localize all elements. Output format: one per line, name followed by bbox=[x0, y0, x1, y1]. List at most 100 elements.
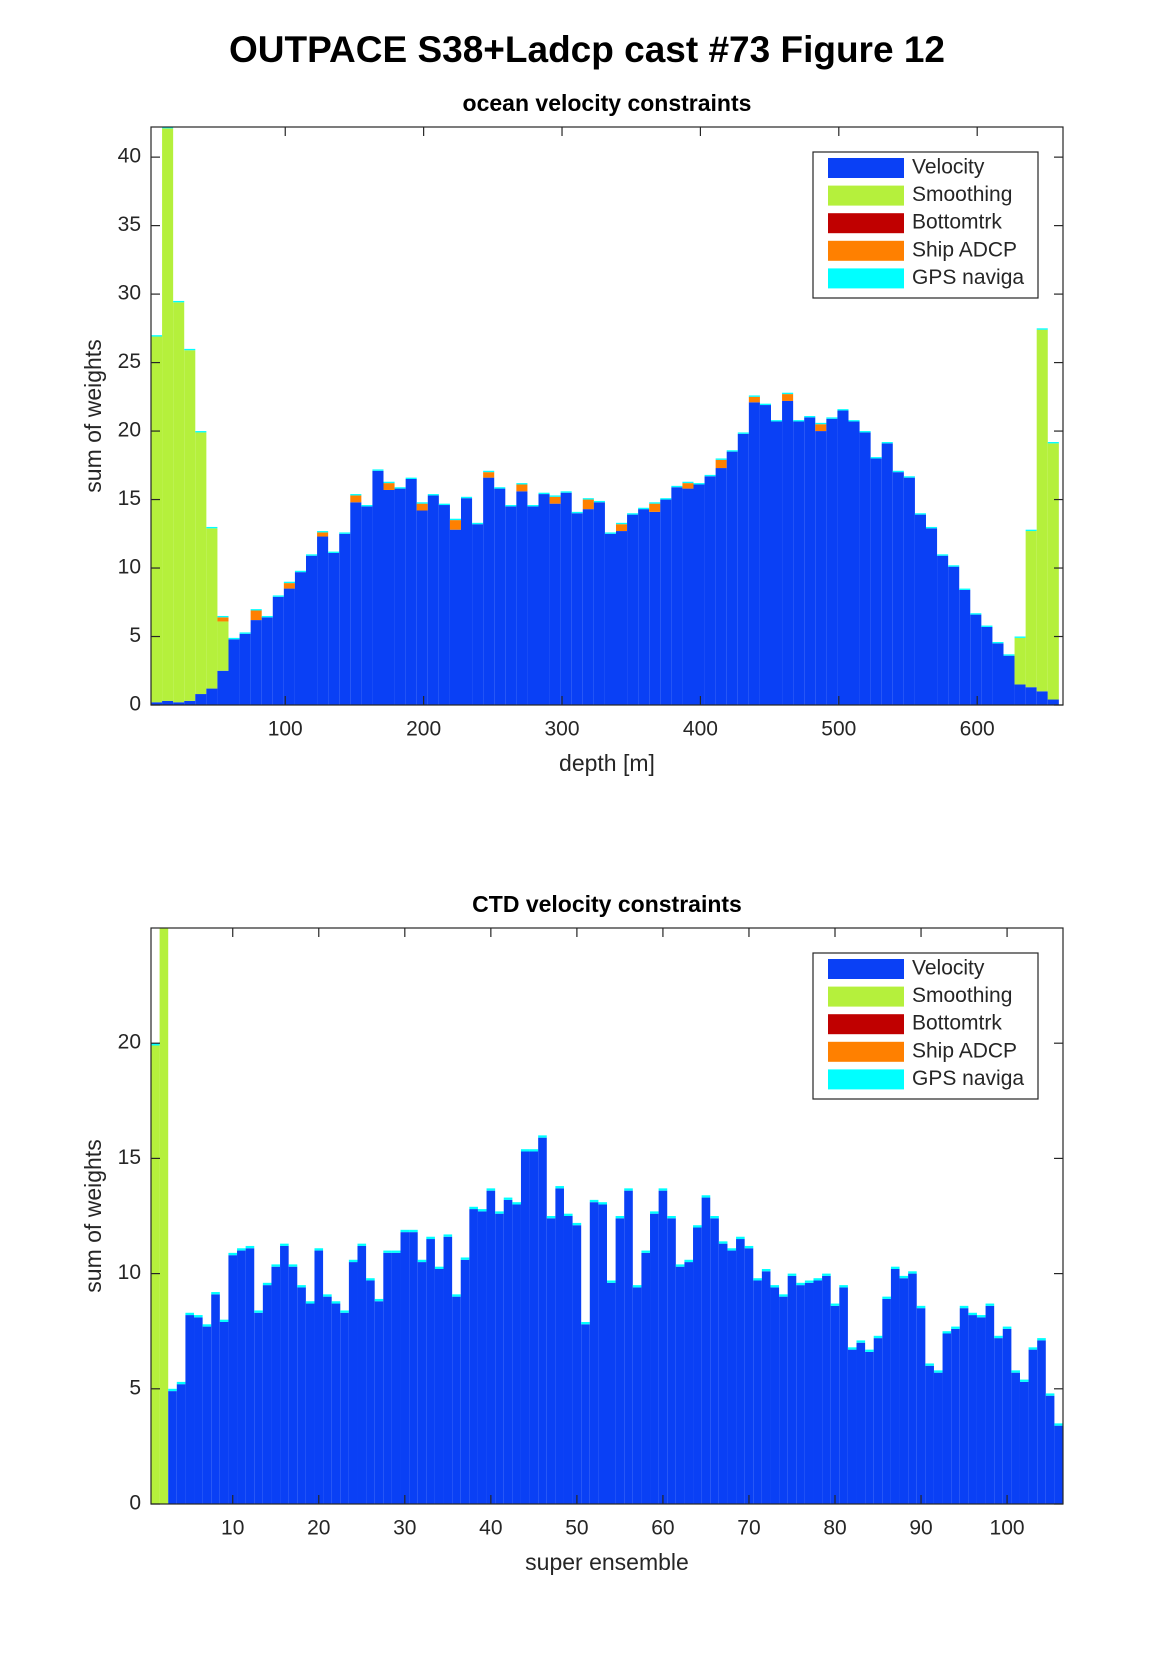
x-tick-label: 20 bbox=[307, 1517, 330, 1540]
bar-segment bbox=[416, 503, 428, 511]
bar-segment bbox=[1028, 1349, 1038, 1504]
legend-label: Bottomtrk bbox=[912, 1012, 1002, 1035]
bar-segment bbox=[638, 509, 650, 705]
legend-swatch bbox=[828, 1014, 904, 1035]
bar-segment bbox=[1011, 1372, 1020, 1504]
bar-segment bbox=[1047, 442, 1059, 444]
bar-segment bbox=[443, 1236, 453, 1504]
bar-segment bbox=[837, 410, 849, 705]
bar-segment bbox=[914, 513, 926, 515]
bar-segment bbox=[770, 1285, 780, 1288]
bar-segment bbox=[715, 459, 727, 469]
y-tick-label: 30 bbox=[118, 282, 141, 305]
bar-segment bbox=[280, 1245, 289, 1504]
bar-segment bbox=[323, 1294, 332, 1297]
bar-segment bbox=[1025, 529, 1037, 532]
bar-segment bbox=[1054, 1425, 1063, 1504]
legend-swatch bbox=[828, 240, 904, 261]
bar-segment bbox=[202, 1324, 212, 1327]
bar-segment bbox=[529, 1149, 539, 1152]
bar-segment bbox=[1047, 699, 1059, 705]
bar-segment bbox=[873, 1338, 883, 1504]
plot-area bbox=[151, 127, 1059, 705]
bar-segment bbox=[162, 700, 174, 705]
legend-swatch bbox=[828, 1069, 904, 1090]
y-tick-label: 20 bbox=[118, 1031, 141, 1054]
bar-segment bbox=[516, 491, 528, 705]
x-tick-label: 500 bbox=[821, 718, 856, 741]
bar-segment bbox=[848, 421, 860, 705]
bar-segment bbox=[211, 1292, 220, 1295]
bar-segment bbox=[847, 1349, 857, 1504]
bar-segment bbox=[830, 1305, 840, 1504]
bar-segment bbox=[1036, 691, 1048, 705]
bar-segment bbox=[452, 1296, 461, 1504]
y-tick-label: 15 bbox=[118, 1146, 141, 1169]
bar-segment bbox=[882, 1298, 891, 1504]
bar-segment bbox=[627, 513, 639, 515]
bar-segment bbox=[826, 417, 838, 419]
bar-segment bbox=[549, 495, 561, 497]
bar-segment bbox=[317, 536, 329, 705]
bar-segment bbox=[985, 1303, 995, 1306]
bar-segment bbox=[759, 403, 771, 406]
bar-segment bbox=[770, 421, 783, 705]
bar-segment bbox=[546, 1218, 556, 1504]
bar-segment bbox=[1025, 687, 1037, 705]
bar-segment bbox=[228, 1252, 238, 1256]
bar-segment bbox=[658, 1190, 668, 1504]
bar-segment bbox=[449, 520, 461, 530]
bar-segment bbox=[239, 632, 251, 634]
bar-segment bbox=[903, 476, 915, 478]
bar-segment bbox=[925, 528, 938, 705]
bar-segment bbox=[194, 1315, 203, 1318]
bar-segment bbox=[426, 1239, 435, 1504]
bar-segment bbox=[604, 533, 616, 705]
bar-segment bbox=[563, 1216, 573, 1504]
bar-segment bbox=[985, 1305, 995, 1504]
bar-segment bbox=[339, 532, 351, 534]
bar-segment bbox=[527, 505, 539, 507]
bar-segment bbox=[604, 532, 616, 534]
bar-segment bbox=[494, 487, 506, 489]
bar-segment bbox=[660, 498, 672, 500]
bar-segment bbox=[748, 402, 760, 705]
bar-segment bbox=[527, 506, 539, 705]
bar-segment bbox=[571, 513, 583, 705]
bar-segment bbox=[340, 1312, 349, 1504]
bar-segment bbox=[305, 1301, 315, 1304]
bar-segment bbox=[206, 688, 218, 705]
bar-segment bbox=[761, 1268, 771, 1272]
bar-segment bbox=[512, 1202, 521, 1205]
x-tick-label: 300 bbox=[544, 718, 579, 741]
bar-segment bbox=[726, 451, 738, 705]
bar-segment bbox=[361, 505, 373, 507]
bar-segment bbox=[549, 503, 561, 705]
bar-segment bbox=[184, 350, 196, 701]
bar-segment bbox=[1028, 1347, 1038, 1350]
y-axis-label: sum of weights bbox=[80, 339, 106, 492]
bar-segment bbox=[615, 524, 628, 532]
x-tick-label: 100 bbox=[268, 718, 303, 741]
bar-segment bbox=[881, 442, 893, 444]
bar-segment bbox=[899, 1275, 909, 1279]
bar-segment bbox=[815, 424, 827, 432]
bar-segment bbox=[847, 1347, 857, 1350]
x-tick-label: 400 bbox=[683, 718, 718, 741]
bar-segment bbox=[538, 492, 550, 495]
bar-segment bbox=[649, 511, 661, 705]
bar-segment bbox=[892, 470, 904, 473]
bar-segment bbox=[710, 1216, 719, 1219]
bar-segment bbox=[715, 468, 727, 705]
bar-segment bbox=[736, 1239, 745, 1504]
bar-segment bbox=[520, 1151, 530, 1504]
bar-segment bbox=[254, 1312, 263, 1504]
bar-segment bbox=[417, 1259, 427, 1263]
bar-segment bbox=[512, 1204, 521, 1504]
bar-segment bbox=[870, 457, 882, 459]
legend-swatch bbox=[828, 986, 904, 1007]
bar-segment bbox=[472, 524, 484, 705]
bar-segment bbox=[726, 450, 738, 452]
bar-segment bbox=[914, 514, 926, 705]
bar-segment bbox=[804, 416, 816, 418]
